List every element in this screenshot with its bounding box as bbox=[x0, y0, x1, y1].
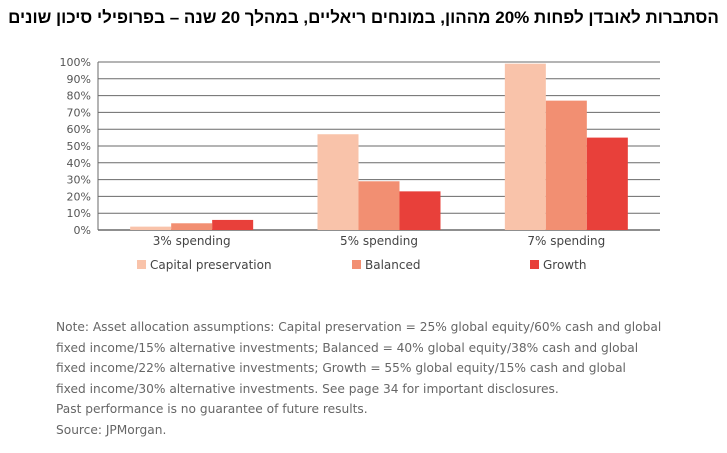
bar-growth bbox=[212, 219, 254, 230]
bar-balanced bbox=[171, 223, 213, 230]
y-tick-label: 0% bbox=[74, 224, 91, 237]
x-category-label: 7% spending bbox=[527, 234, 605, 248]
y-tick-label: 20% bbox=[67, 190, 91, 203]
y-tick-label: 60% bbox=[67, 123, 91, 136]
legend-swatch bbox=[352, 260, 361, 269]
chart-note: Note: Asset allocation assumptions: Capi… bbox=[56, 317, 716, 440]
note-line: fixed income/30% alternative investments… bbox=[56, 381, 559, 396]
legend-label: Capital preservation bbox=[150, 258, 272, 272]
x-category-label: 5% spending bbox=[340, 234, 418, 248]
note-line: fixed income/15% alternative investments… bbox=[56, 340, 639, 355]
legend: Capital preservation Balanced Growth bbox=[137, 258, 586, 272]
bar-growth bbox=[586, 137, 628, 230]
page-title: הסתברות לאובדן לפחות 20% מההון, במונחים … bbox=[8, 8, 719, 27]
bar-capital-preservation bbox=[504, 63, 546, 231]
bar-balanced bbox=[545, 100, 587, 230]
note-line: Past performance is no guarantee of futu… bbox=[56, 402, 368, 416]
bar-chart: 0% 10% 20% 30% 40% 50% 60% 70% 80% 90% 100% 3% spe… bbox=[60, 56, 660, 272]
note-line: Source: JPMorgan. bbox=[56, 422, 167, 437]
y-tick-label: 100% bbox=[60, 56, 91, 69]
y-tick-label: 30% bbox=[67, 174, 91, 187]
legend-label: Balanced bbox=[365, 258, 420, 272]
bar-growth bbox=[399, 191, 441, 230]
y-tick-label: 80% bbox=[67, 90, 91, 103]
legend-swatch bbox=[137, 260, 146, 269]
bar-capital-preservation bbox=[317, 134, 359, 230]
y-tick-label: 10% bbox=[67, 207, 91, 220]
note-line: fixed income/22% alternative investments… bbox=[56, 361, 626, 375]
y-tick-label: 50% bbox=[67, 140, 91, 153]
note-line: Note: Asset allocation assumptions: Capi… bbox=[56, 320, 662, 334]
x-axis-categories: 3% spending 5% spending 7% spending bbox=[153, 234, 606, 248]
y-tick-label: 90% bbox=[67, 73, 91, 86]
y-tick-label: 70% bbox=[67, 106, 91, 119]
legend-label: Growth bbox=[543, 258, 586, 272]
bar-capital-preservation bbox=[130, 226, 172, 230]
bar-balanced bbox=[358, 181, 400, 230]
x-category-label: 3% spending bbox=[153, 234, 231, 248]
bars bbox=[130, 63, 628, 231]
legend-swatch bbox=[530, 260, 539, 269]
y-tick-label: 40% bbox=[67, 157, 91, 170]
y-axis-ticks: 0% 10% 20% 30% 40% 50% 60% 70% 80% 90% 100% bbox=[60, 56, 91, 237]
